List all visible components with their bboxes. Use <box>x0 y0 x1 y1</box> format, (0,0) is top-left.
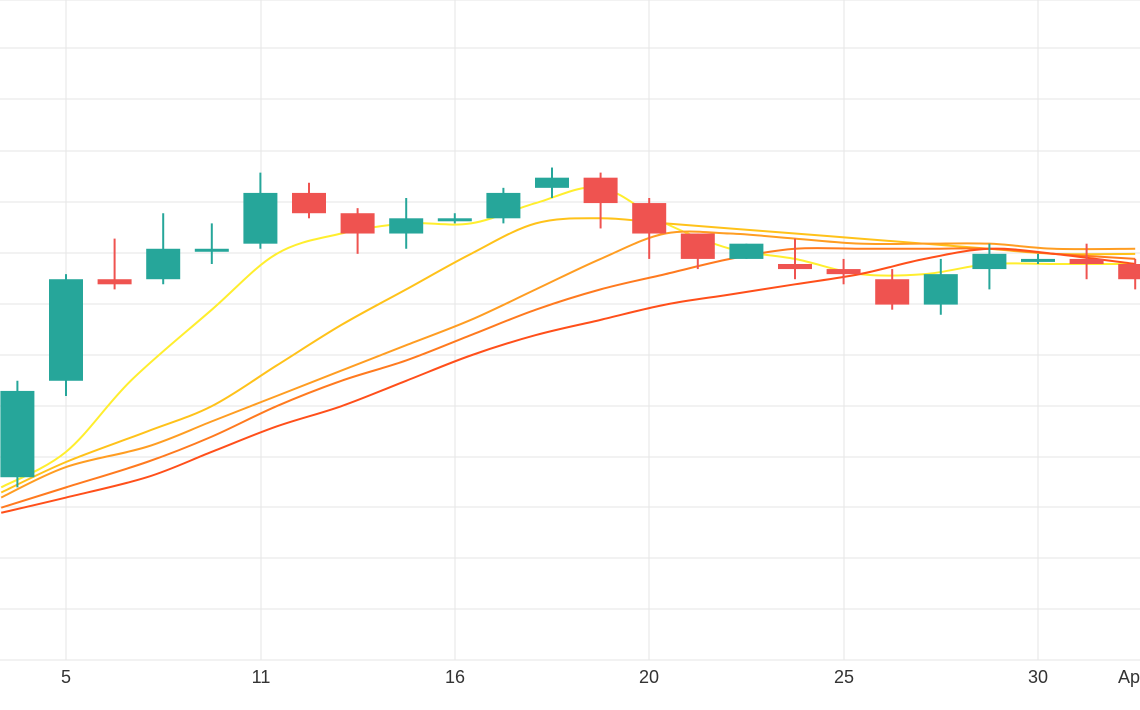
candle <box>292 182 326 219</box>
candle <box>243 172 278 249</box>
x-axis: 5 11 16 20 25 30 Ap <box>61 667 1140 687</box>
candle-body <box>583 177 618 204</box>
x-tick-label: 20 <box>639 667 659 687</box>
candle-body <box>778 263 812 270</box>
candle-body <box>1069 258 1104 264</box>
candle-body <box>826 269 861 275</box>
candle-body <box>0 390 35 478</box>
candle-body <box>146 248 181 280</box>
moving-average-line <box>0 247 1136 514</box>
candle-body <box>1118 263 1140 280</box>
candles <box>0 167 1140 488</box>
candle <box>923 258 958 315</box>
moving-average-line <box>0 230 1136 499</box>
candle <box>632 197 667 259</box>
candle <box>729 243 764 259</box>
candle <box>680 233 715 270</box>
x-tick-label: 16 <box>445 667 465 687</box>
candle-body <box>49 279 83 381</box>
candle-body <box>486 192 521 219</box>
candle <box>437 213 472 224</box>
candle <box>146 213 181 285</box>
candle <box>778 238 812 280</box>
x-tick-label: 5 <box>61 667 71 687</box>
candle-body <box>923 274 958 305</box>
candle <box>1069 243 1104 280</box>
candle-body <box>389 218 424 234</box>
candle <box>340 208 375 254</box>
candle-body <box>875 279 910 305</box>
candle <box>97 238 132 290</box>
candle-body <box>243 192 278 244</box>
candle-body <box>729 243 764 259</box>
candle-body <box>972 253 1007 270</box>
candle-body <box>1021 258 1055 262</box>
moving-average-lines <box>0 186 1136 514</box>
x-tick-label: 25 <box>834 667 854 687</box>
candle-body <box>97 279 132 285</box>
moving-average-line <box>0 186 1136 489</box>
candle <box>583 172 618 229</box>
candle <box>49 274 83 396</box>
candle-body <box>340 213 375 234</box>
candle <box>194 223 229 264</box>
candle <box>875 269 910 310</box>
candle <box>389 197 424 249</box>
x-tick-label: Ap <box>1118 667 1140 687</box>
x-tick-label: 11 <box>252 667 271 687</box>
grid <box>0 0 1140 661</box>
x-tick-label: 30 <box>1028 667 1048 687</box>
candle <box>1118 258 1140 290</box>
candle <box>826 258 861 285</box>
moving-average-line <box>0 247 1136 509</box>
candle-body <box>292 192 326 214</box>
candle <box>972 243 1007 290</box>
candle <box>1021 253 1055 264</box>
candle-body <box>680 233 715 259</box>
candle <box>0 380 35 488</box>
candle-body <box>632 203 667 234</box>
candle <box>535 167 569 198</box>
candle-body <box>535 177 569 188</box>
candle-body <box>194 248 229 252</box>
candle <box>486 187 521 224</box>
candle-body <box>437 218 472 222</box>
